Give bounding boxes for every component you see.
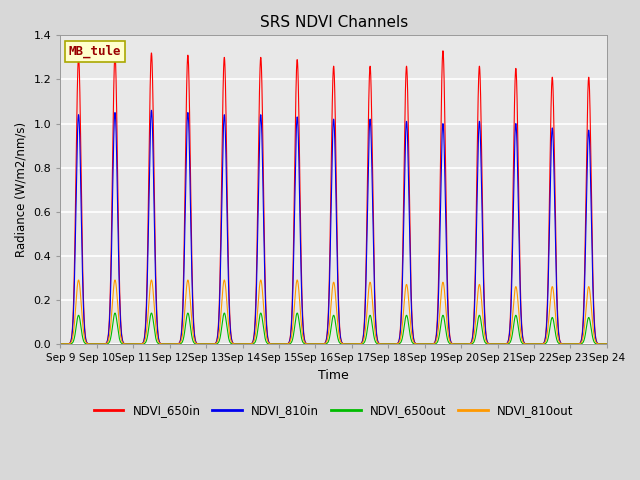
NDVI_810in [148, 108, 156, 113]
Title: SRS NDVI Channels: SRS NDVI Channels [259, 15, 408, 30]
NDVI_650in [173, 341, 181, 347]
NDVI_810in [168, 341, 175, 347]
NDVI_650out [603, 341, 611, 347]
Line: NDVI_650out: NDVI_650out [60, 313, 607, 344]
NDVI_650in [439, 48, 447, 54]
NDVI_810in [603, 341, 611, 347]
NDVI_650out [173, 341, 181, 347]
NDVI_810in [409, 333, 417, 338]
Legend: NDVI_650in, NDVI_810in, NDVI_650out, NDVI_810out: NDVI_650in, NDVI_810in, NDVI_650out, NDV… [89, 399, 579, 421]
NDVI_810in [56, 341, 64, 347]
NDVI_650out [487, 341, 495, 347]
NDVI_650out [601, 341, 609, 347]
NDVI_650out [409, 340, 417, 346]
X-axis label: Time: Time [318, 369, 349, 382]
NDVI_810out [601, 341, 609, 347]
NDVI_650out [56, 341, 64, 347]
Text: MB_tule: MB_tule [68, 45, 121, 58]
NDVI_650in [603, 341, 611, 347]
NDVI_650in [409, 330, 417, 336]
NDVI_810in [173, 341, 181, 347]
NDVI_810in [601, 341, 609, 347]
Line: NDVI_650in: NDVI_650in [60, 51, 607, 344]
NDVI_810in [487, 341, 495, 347]
NDVI_810out [75, 277, 83, 283]
NDVI_650in [168, 341, 175, 347]
NDVI_810out [56, 341, 64, 347]
Line: NDVI_810in: NDVI_810in [60, 110, 607, 344]
NDVI_650in [261, 266, 269, 272]
NDVI_650in [601, 341, 609, 347]
NDVI_810in [261, 284, 269, 290]
NDVI_810out [603, 341, 611, 347]
NDVI_650in [487, 341, 495, 347]
NDVI_810out [261, 322, 269, 328]
NDVI_810out [409, 337, 417, 343]
NDVI_650in [56, 341, 64, 347]
NDVI_810out [173, 341, 181, 347]
NDVI_650out [168, 341, 175, 347]
NDVI_650out [111, 310, 119, 316]
NDVI_810out [487, 341, 495, 347]
NDVI_650out [261, 335, 269, 341]
Line: NDVI_810out: NDVI_810out [60, 280, 607, 344]
NDVI_810out [168, 341, 175, 347]
Y-axis label: Radiance (W/m2/nm/s): Radiance (W/m2/nm/s) [15, 122, 28, 257]
